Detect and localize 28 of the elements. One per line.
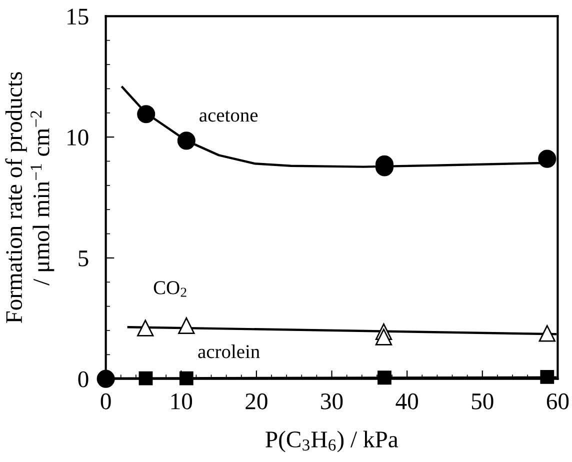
y-tick-label: 10 xyxy=(68,130,88,146)
point xyxy=(538,325,556,342)
y-tick-label: 15 xyxy=(68,8,88,25)
point xyxy=(375,328,392,346)
series-label: acrolein xyxy=(198,344,260,358)
x-tick-label: 40 xyxy=(396,393,418,410)
point xyxy=(177,132,196,150)
point xyxy=(96,370,115,388)
y-tick-label: 0 xyxy=(78,371,88,388)
point xyxy=(540,370,554,384)
point xyxy=(178,317,195,334)
point xyxy=(179,371,194,386)
series-label: CO$_{2}$ xyxy=(154,281,186,297)
x-tick-label: 60 xyxy=(546,393,569,410)
series-label: acetone xyxy=(200,110,258,122)
point xyxy=(538,150,556,168)
point xyxy=(138,371,153,386)
point xyxy=(378,370,392,385)
point xyxy=(137,105,156,124)
x-tick-label: 0 xyxy=(100,393,111,410)
x-tick-label: 20 xyxy=(246,393,268,410)
x-axis-title: P(C$_{3}$H$_{6}$) / kPa xyxy=(266,430,398,452)
point xyxy=(137,320,154,336)
x-tick-label: 50 xyxy=(472,393,494,410)
x-tick-label: 10 xyxy=(171,393,192,410)
y-axis-title: Formation rate of products / μmol min$^{−1}$ cm$^{−2}$ xyxy=(5,72,54,324)
y-tick-label: 5 xyxy=(78,250,88,266)
x-tick-label: 30 xyxy=(321,393,343,410)
